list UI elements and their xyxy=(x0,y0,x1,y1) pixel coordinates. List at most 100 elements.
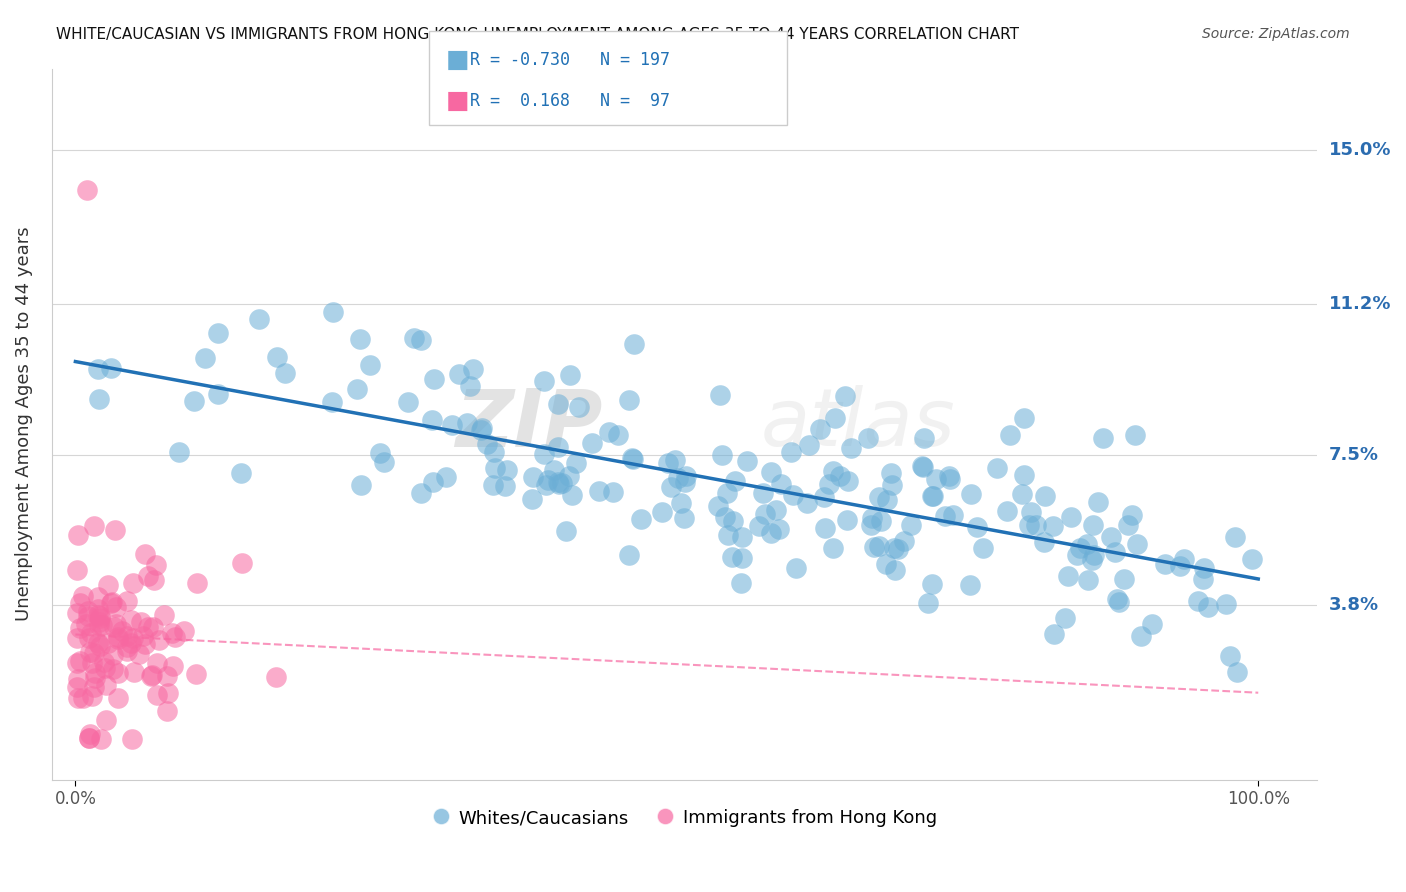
Point xyxy=(83,680,105,694)
Point xyxy=(349,332,371,346)
Point xyxy=(887,542,910,557)
Point xyxy=(266,350,288,364)
Point xyxy=(141,669,163,683)
Point xyxy=(551,475,574,490)
Point xyxy=(588,483,610,498)
Point xyxy=(100,595,122,609)
Point xyxy=(748,518,770,533)
Point xyxy=(157,685,180,699)
Point xyxy=(169,444,191,458)
Point xyxy=(619,548,641,562)
Point xyxy=(666,470,689,484)
Point xyxy=(115,594,138,608)
Point xyxy=(1099,529,1122,543)
Point xyxy=(657,457,679,471)
Point xyxy=(69,621,91,635)
Point xyxy=(785,561,807,575)
Point xyxy=(146,689,169,703)
Point xyxy=(89,611,111,625)
Point xyxy=(449,367,471,381)
Point xyxy=(82,690,104,704)
Point xyxy=(115,643,138,657)
Point xyxy=(97,636,120,650)
Point xyxy=(837,474,859,488)
Point xyxy=(229,466,252,480)
Point xyxy=(959,578,981,592)
Point xyxy=(581,436,603,450)
Point xyxy=(1154,557,1177,571)
Point xyxy=(66,680,89,694)
Point xyxy=(420,413,443,427)
Point xyxy=(173,624,195,639)
Point xyxy=(115,640,138,654)
Point xyxy=(754,507,776,521)
Point xyxy=(664,452,686,467)
Point xyxy=(107,691,129,706)
Point xyxy=(1215,597,1237,611)
Text: Source: ZipAtlas.com: Source: ZipAtlas.com xyxy=(1202,27,1350,41)
Point xyxy=(1240,552,1263,566)
Point xyxy=(779,445,801,459)
Point xyxy=(105,616,128,631)
Point xyxy=(619,393,641,408)
Point xyxy=(145,558,167,573)
Point xyxy=(273,367,295,381)
Point xyxy=(97,578,120,592)
Point xyxy=(1076,537,1098,551)
Point xyxy=(87,615,110,629)
Point xyxy=(997,504,1019,518)
Point xyxy=(69,595,91,609)
Point xyxy=(72,589,94,603)
Point xyxy=(817,477,839,491)
Point xyxy=(163,630,186,644)
Point xyxy=(1056,568,1078,582)
Point xyxy=(79,645,101,659)
Point xyxy=(1123,428,1146,442)
Point xyxy=(87,618,110,632)
Point xyxy=(87,602,110,616)
Point xyxy=(938,472,960,486)
Point xyxy=(93,655,115,669)
Point xyxy=(1130,629,1153,643)
Point xyxy=(66,631,89,645)
Point xyxy=(86,636,108,650)
Point xyxy=(122,665,145,679)
Point xyxy=(533,374,555,388)
Point xyxy=(111,624,134,638)
Point xyxy=(422,475,444,489)
Point xyxy=(717,527,740,541)
Point xyxy=(83,647,105,661)
Point xyxy=(77,608,100,623)
Point xyxy=(67,691,90,706)
Point xyxy=(156,669,179,683)
Point xyxy=(912,431,935,445)
Point xyxy=(1042,519,1064,533)
Point xyxy=(675,468,697,483)
Point xyxy=(934,508,956,523)
Point xyxy=(184,667,207,681)
Point xyxy=(90,618,112,632)
Point xyxy=(761,465,783,479)
Point xyxy=(1194,561,1216,575)
Point xyxy=(373,455,395,469)
Point xyxy=(893,533,915,548)
Point xyxy=(471,421,494,435)
Point xyxy=(598,425,620,439)
Point xyxy=(768,522,790,536)
Point xyxy=(494,479,516,493)
Point xyxy=(870,514,893,528)
Point xyxy=(346,382,368,396)
Point xyxy=(868,539,890,553)
Point xyxy=(1219,648,1241,663)
Point xyxy=(122,632,145,646)
Point xyxy=(461,361,484,376)
Text: 3.8%: 3.8% xyxy=(1329,596,1379,614)
Point xyxy=(183,393,205,408)
Point xyxy=(138,569,160,583)
Point xyxy=(1191,572,1213,586)
Point xyxy=(89,608,111,623)
Point xyxy=(724,474,747,488)
Point xyxy=(434,470,457,484)
Text: R = -0.730   N = 197: R = -0.730 N = 197 xyxy=(470,51,669,69)
Text: R =  0.168   N =  97: R = 0.168 N = 97 xyxy=(470,92,669,110)
